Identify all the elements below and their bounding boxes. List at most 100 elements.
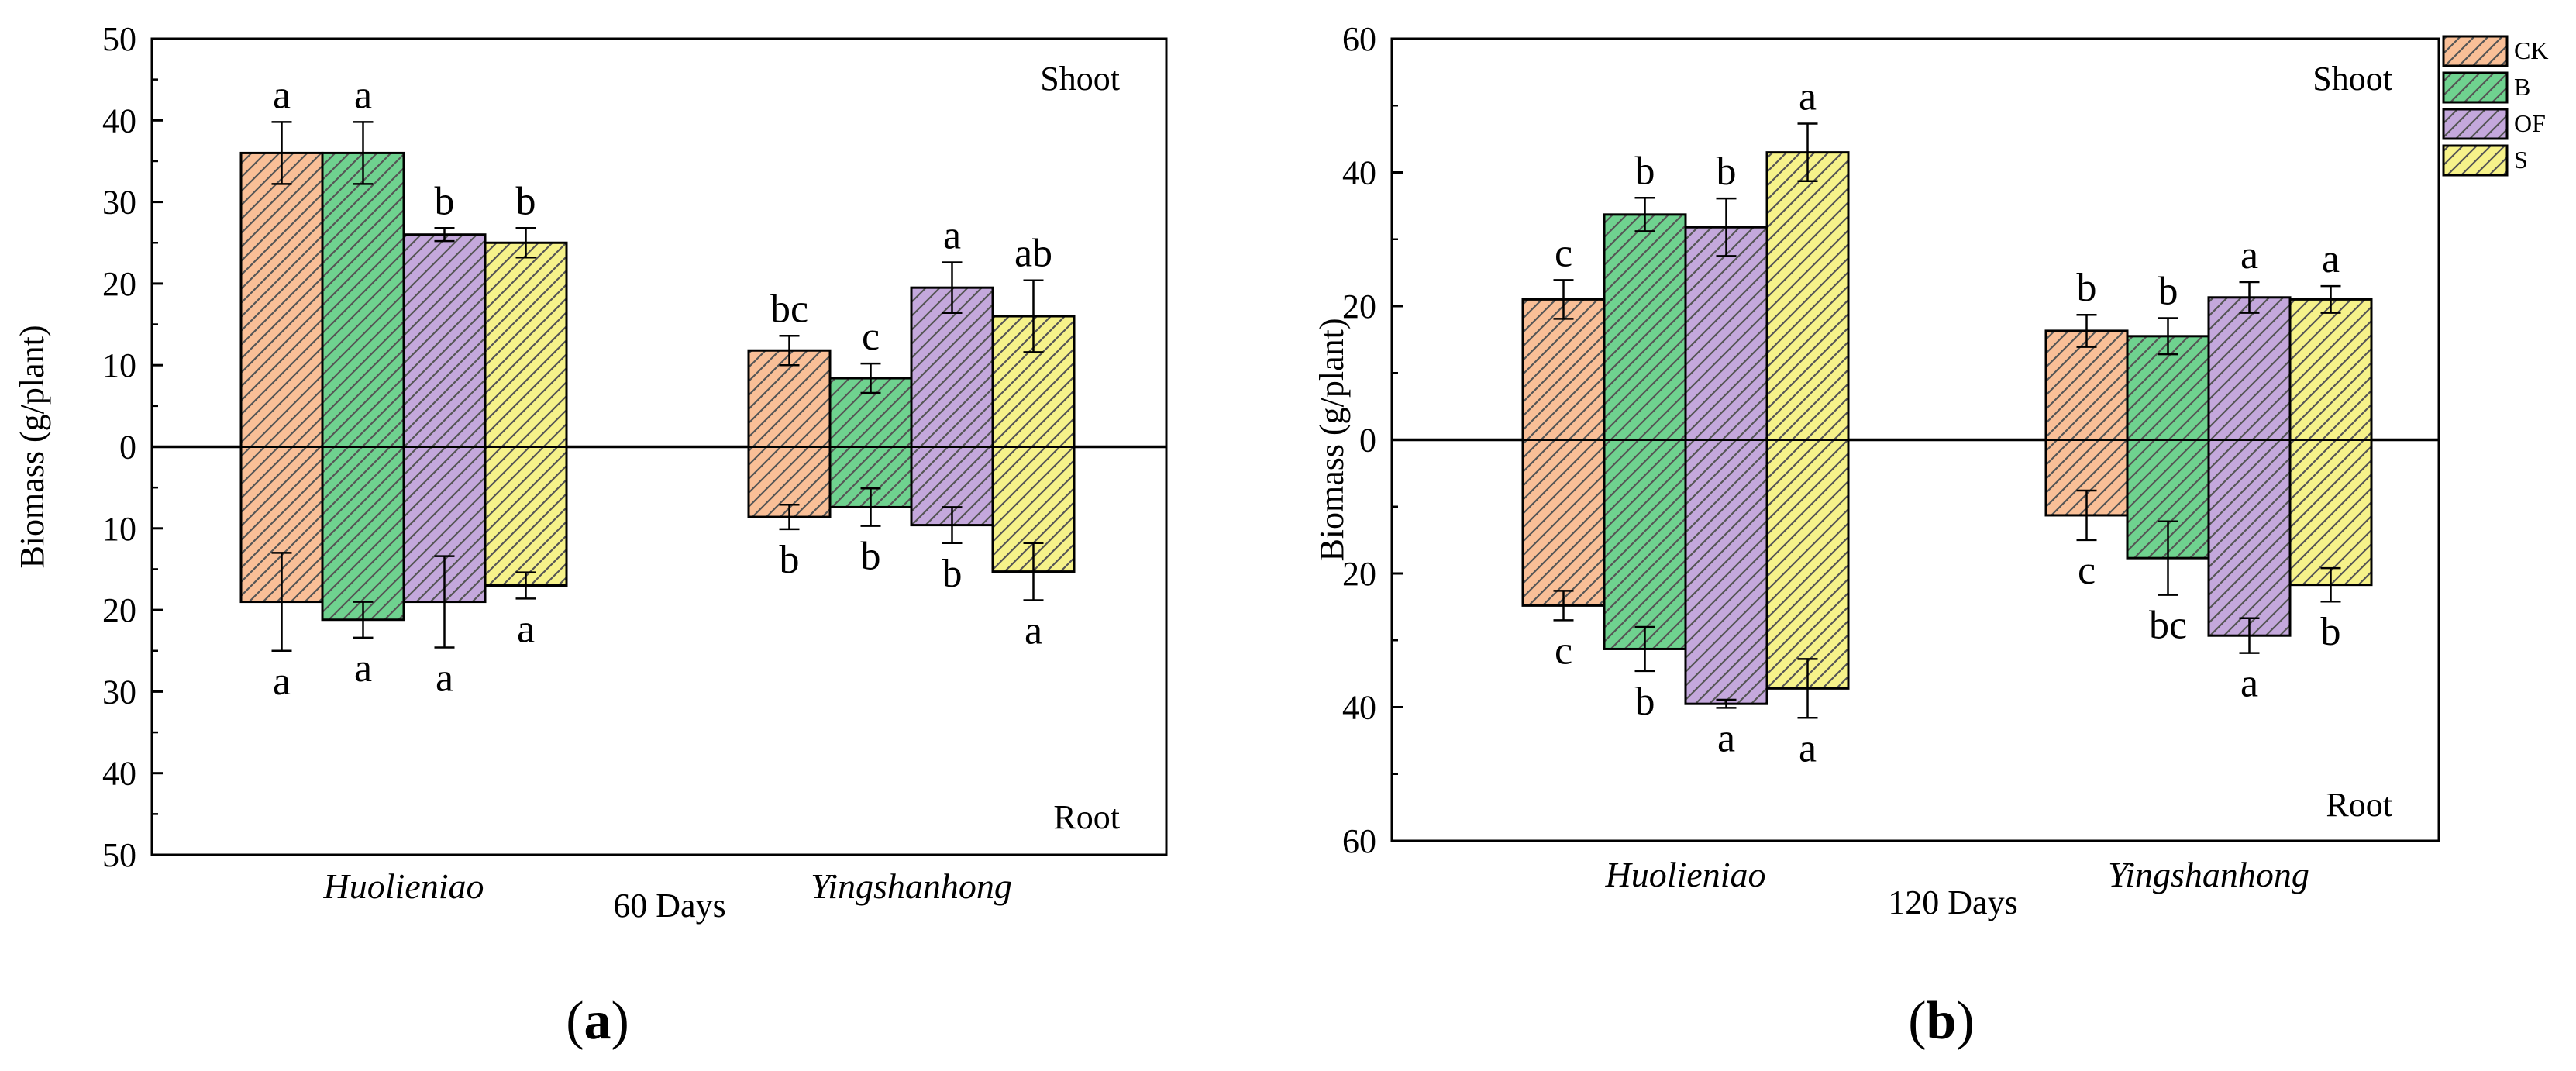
significance-letter: b (942, 552, 963, 596)
bar-hatch (2207, 439, 2292, 637)
significance-letter: b (516, 179, 536, 223)
significance-letter: b (2158, 270, 2178, 314)
significance-letter: bc (2149, 604, 2187, 648)
panel-a-60-days: 50 40 30 20 10 0 10 20 30 40 50 Biomass (g/plant) Sh… (13, 20, 1168, 925)
bar-hatch (321, 446, 405, 622)
bar-hatch (484, 446, 568, 587)
legend-label-B: B (2514, 73, 2530, 101)
panel-label-letter: b (1927, 991, 1957, 1051)
bar-hatch (484, 241, 568, 448)
region-label-shoot: Shoot (2313, 60, 2392, 98)
bar-hatch (402, 233, 487, 448)
significance-letter: a (354, 646, 372, 690)
y-tick-label: 20 (1342, 288, 1376, 325)
y-tick-label: 40 (1342, 689, 1376, 727)
significance-letter: a (1717, 716, 1735, 760)
region-label-root: Root (2326, 786, 2392, 824)
bar-hatch (1603, 213, 1687, 441)
significance-letter: b (2077, 266, 2097, 310)
significance-letter: a (273, 659, 291, 704)
category-label: Huolieniao (1605, 855, 1766, 894)
significance-letter: b (861, 535, 881, 579)
significance-letter: a (2240, 662, 2258, 706)
legend-swatch-hatch (2442, 108, 2509, 140)
legend: CK B OF S (2442, 35, 2548, 177)
significance-letter: a (1799, 75, 1817, 119)
y-tick-label: 20 (1342, 555, 1376, 593)
y-axis-label: Biomass (g/plant) (1313, 318, 1351, 561)
y-tick-label: 20 (102, 591, 136, 629)
panel-label-a: (a) (566, 991, 629, 1051)
significance-letter: a (2322, 237, 2340, 281)
bar-hatch (1684, 226, 1768, 441)
significance-letter: c (1555, 628, 1572, 673)
y-tick-label: 60 (1342, 20, 1376, 58)
bar-hatch (1521, 298, 1606, 441)
panel-label-close: ) (611, 991, 629, 1051)
significance-letter: b (1635, 680, 1655, 724)
category-label: Yingshanhong (811, 866, 1012, 906)
bar-hatch (2288, 439, 2373, 587)
y-tick-label: 50 (102, 20, 136, 58)
y-tick-label: 50 (102, 836, 136, 874)
x-axis-label: 120 Days (1888, 883, 2017, 921)
significance-letter: a (273, 73, 291, 117)
panel-label-b: (b) (1908, 991, 1975, 1051)
x-axis-label: 60 Days (613, 887, 725, 925)
bar-hatch (2288, 298, 2373, 441)
y-tick-label: 0 (1359, 422, 1376, 460)
y-axis-label: Biomass (g/plant) (13, 325, 51, 568)
category-label: Huolieniao (323, 866, 484, 906)
y-tick-label: 40 (102, 102, 136, 139)
bar-hatch (910, 286, 994, 449)
significance-letter: a (943, 214, 961, 258)
y-tick-label: 40 (1342, 154, 1376, 192)
region-label-shoot: Shoot (1040, 60, 1120, 98)
legend-swatch-hatch (2442, 71, 2509, 104)
y-tick-label: 40 (102, 755, 136, 793)
significance-letter: b (435, 179, 455, 223)
significance-letter: c (2078, 549, 2096, 593)
bar-hatch (1521, 439, 1606, 607)
bar-hatch (1684, 439, 1768, 705)
significance-letter: a (2240, 233, 2258, 277)
y-tick-label: 30 (102, 673, 136, 711)
significance-letter: b (1635, 149, 1655, 193)
y-tick-label: 10 (102, 346, 136, 384)
significance-letter: a (517, 607, 535, 651)
significance-letter: a (354, 73, 372, 117)
significance-letter: a (1025, 608, 1042, 653)
bar-hatch (1765, 151, 1850, 441)
panel-labels: (a) (b) (566, 991, 1975, 1051)
y-tick-label: 30 (102, 184, 136, 222)
y-tick-label: 10 (102, 510, 136, 548)
panel-label-letter: a (584, 991, 611, 1051)
y-tick-label: 20 (102, 265, 136, 303)
bar-hatch (321, 151, 405, 448)
bar-hatch (1765, 439, 1850, 690)
significance-letter: a (436, 656, 453, 701)
significance-letter: a (1799, 726, 1817, 770)
panel-label-open: ( (566, 991, 584, 1051)
bar-hatch (1603, 439, 1687, 650)
significance-letter: b (780, 538, 800, 582)
significance-letter: b (2321, 610, 2341, 654)
panel-b-120-days: 60 40 20 0 20 40 60 Biomass (g/plant) Shoot Root H… (1313, 20, 2440, 921)
legend-label-CK: CK (2514, 36, 2548, 64)
significance-letter: bc (770, 287, 808, 331)
significance-letter: b (1717, 150, 1737, 194)
y-tick-label: 0 (119, 429, 136, 467)
y-tick-label: 60 (1342, 822, 1376, 860)
bar-hatch (2207, 296, 2292, 441)
significance-letter: c (862, 315, 880, 359)
region-label-root: Root (1053, 798, 1120, 836)
bar-hatch (239, 151, 324, 448)
significance-letter: ab (1014, 232, 1052, 276)
significance-letter: c (1555, 231, 1572, 275)
panel-label-close: ) (1956, 991, 1974, 1051)
legend-swatch-hatch (2442, 144, 2509, 177)
legend-label-OF: OF (2514, 109, 2546, 137)
panel-label-open: ( (1908, 991, 1926, 1051)
legend-swatch-hatch (2442, 35, 2509, 67)
